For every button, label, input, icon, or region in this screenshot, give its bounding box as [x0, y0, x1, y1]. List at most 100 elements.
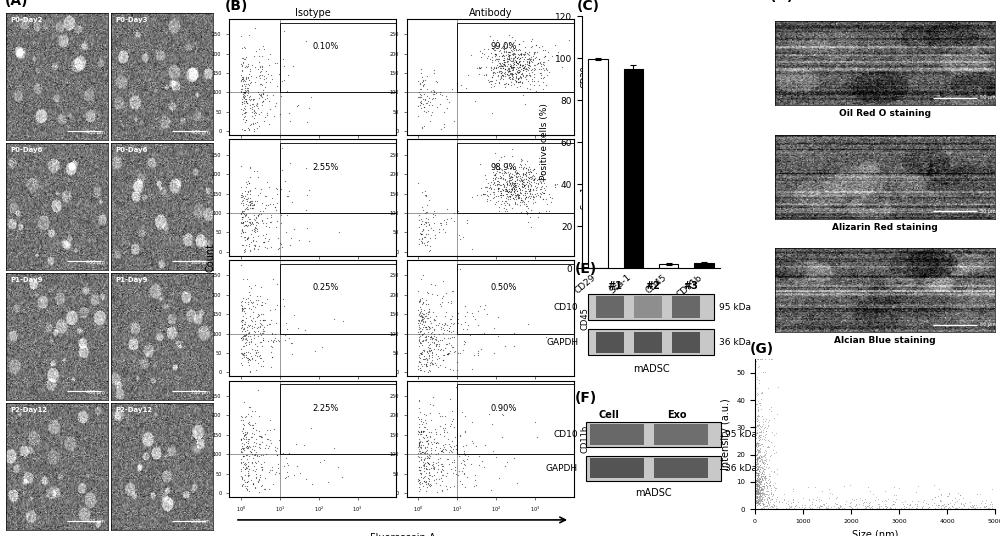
- Point: [449, 79, 465, 87]
- Point: [754, 463, 770, 472]
- Point: [451, 452, 467, 460]
- Point: [422, 452, 438, 460]
- Point: [753, 472, 769, 480]
- Point: [460, 321, 476, 330]
- Point: [239, 203, 255, 211]
- Point: [433, 124, 449, 133]
- Point: [749, 450, 765, 459]
- Point: [487, 174, 503, 182]
- Point: [748, 488, 764, 496]
- Point: [519, 208, 535, 217]
- Point: [497, 72, 513, 80]
- Point: [271, 436, 287, 444]
- Point: [954, 504, 970, 512]
- Point: [492, 64, 508, 72]
- Point: [815, 500, 831, 508]
- Point: [250, 211, 266, 219]
- Point: [421, 350, 437, 359]
- Point: [254, 481, 270, 489]
- Point: [298, 475, 314, 483]
- Point: [438, 92, 454, 101]
- Point: [259, 91, 275, 100]
- Point: [413, 428, 429, 436]
- Point: [750, 496, 766, 504]
- Point: [253, 79, 269, 88]
- Point: [470, 347, 486, 355]
- Point: [420, 474, 436, 482]
- Point: [234, 226, 250, 234]
- Point: [750, 488, 766, 496]
- Point: [751, 499, 767, 508]
- Point: [533, 74, 549, 83]
- Point: [472, 64, 488, 72]
- Point: [748, 460, 764, 468]
- Point: [818, 502, 834, 511]
- Point: [246, 445, 262, 454]
- Point: [516, 198, 532, 206]
- Point: [423, 87, 439, 95]
- Point: [424, 95, 440, 103]
- Point: [235, 192, 251, 200]
- Point: [750, 411, 766, 420]
- Point: [415, 317, 431, 325]
- Point: [535, 175, 551, 184]
- Point: [484, 53, 500, 62]
- Point: [414, 230, 430, 239]
- Point: [417, 317, 433, 325]
- Point: [456, 340, 472, 348]
- Point: [234, 80, 250, 89]
- Point: [749, 461, 765, 470]
- Point: [521, 54, 537, 62]
- Point: [434, 470, 450, 479]
- Point: [761, 494, 777, 503]
- Point: [753, 489, 769, 497]
- Point: [412, 303, 428, 311]
- Point: [790, 505, 806, 513]
- Point: [501, 51, 517, 60]
- Point: [410, 111, 426, 120]
- Point: [751, 489, 767, 497]
- Point: [771, 497, 787, 506]
- Point: [748, 457, 764, 466]
- Point: [234, 304, 250, 312]
- Text: CD45: CD45: [581, 307, 590, 330]
- Point: [240, 79, 256, 88]
- Point: [761, 479, 777, 487]
- Point: [514, 180, 530, 189]
- Point: [252, 70, 268, 79]
- Point: [750, 489, 766, 498]
- Point: [760, 464, 776, 473]
- Point: [418, 465, 434, 473]
- Point: [253, 185, 269, 193]
- Point: [429, 291, 445, 299]
- Point: [804, 500, 820, 508]
- Point: [885, 500, 901, 508]
- Point: [249, 324, 265, 333]
- Point: [765, 481, 781, 489]
- Point: [486, 178, 502, 187]
- Point: [748, 451, 764, 459]
- Point: [523, 168, 539, 176]
- Point: [421, 459, 437, 468]
- Point: [763, 407, 779, 415]
- Point: [241, 465, 257, 473]
- Point: [414, 238, 430, 247]
- Point: [860, 483, 876, 492]
- Point: [484, 108, 500, 117]
- Point: [235, 58, 251, 66]
- Point: [750, 462, 766, 471]
- Point: [235, 349, 251, 358]
- Point: [415, 94, 431, 103]
- Point: [426, 463, 442, 471]
- Point: [978, 496, 994, 504]
- Point: [448, 445, 464, 454]
- Point: [256, 458, 272, 466]
- Point: [519, 178, 535, 187]
- Point: [505, 165, 521, 173]
- Point: [948, 504, 964, 513]
- Point: [752, 489, 768, 498]
- Point: [419, 443, 435, 452]
- Point: [241, 179, 257, 188]
- Point: [499, 179, 515, 188]
- Point: [763, 484, 779, 493]
